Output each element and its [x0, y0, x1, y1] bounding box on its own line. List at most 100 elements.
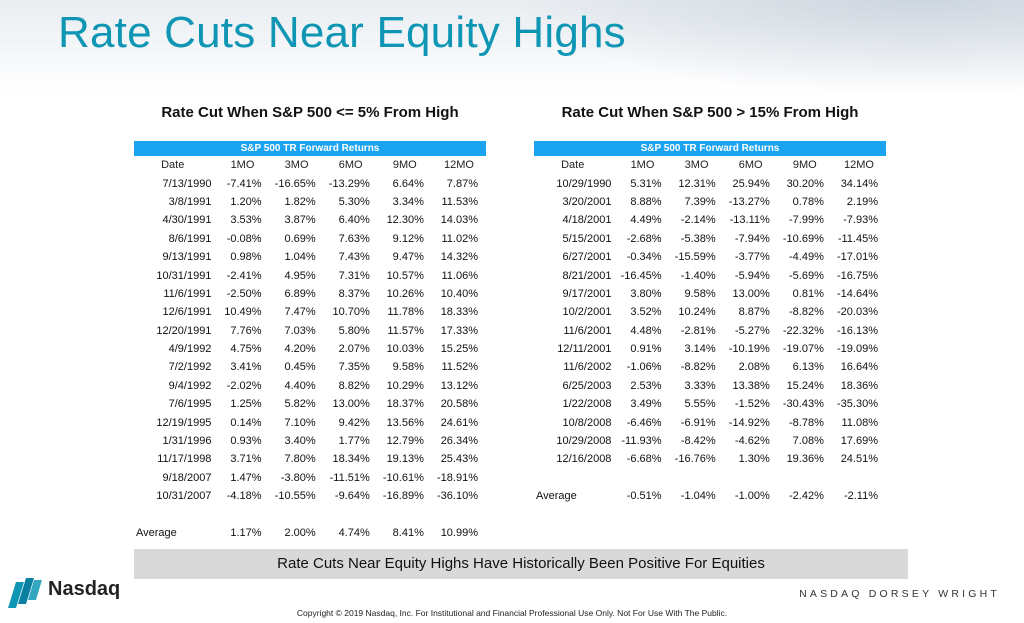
return-cell: 9.58% [392, 361, 424, 374]
date-cell: 10/31/1991 [156, 269, 212, 282]
return-cell: -7.41% [226, 177, 262, 190]
date-cell: 7/2/1992 [168, 361, 212, 374]
return-cell: 13.38% [732, 379, 770, 392]
date-cell: 11/6/1991 [163, 287, 212, 300]
return-cell: 7.39% [684, 195, 716, 208]
date-cell: 1/22/2008 [562, 398, 612, 411]
return-cell: 19.13% [386, 453, 424, 466]
conclusion-banner: Rate Cuts Near Equity Highs Have Histori… [134, 549, 908, 579]
date-cell: 10/2/2001 [562, 306, 612, 319]
return-cell: 0.98% [230, 251, 262, 264]
return-cell: 3.49% [630, 398, 662, 411]
return-cell: 18.37% [386, 398, 424, 411]
nasdaq-logo: Nasdaq [6, 574, 136, 614]
return-cell: -5.27% [734, 324, 770, 337]
average-cell: 2.00% [284, 527, 316, 539]
table-row: 10/29/2008 -11.93% -8.42% -4.62% 7.08% 17.69% [534, 432, 886, 450]
return-cell: 5.82% [284, 398, 316, 411]
average-cell: -2.42% [789, 490, 824, 503]
nasdaq-logo-icon [8, 578, 42, 608]
left-panel-title: Rate Cut When S&P 500 <= 5% From High [161, 104, 459, 121]
return-cell: -10.61% [382, 471, 424, 484]
return-cell: -9.64% [334, 490, 370, 503]
return-cell: -17.01% [837, 251, 878, 264]
return-cell: 2.19% [846, 195, 878, 208]
return-cell: -10.19% [728, 343, 770, 356]
return-cell: 3.52% [630, 306, 662, 319]
return-cell: 14.03% [440, 214, 478, 227]
return-cell: -2.14% [680, 214, 716, 227]
column-header: 1MO [230, 159, 255, 172]
return-cell: 13.00% [332, 398, 370, 411]
return-cell: 10.57% [386, 269, 424, 282]
return-cell: 10.70% [332, 306, 370, 319]
brand-right: NASDAQ DORSEY WRIGHT [799, 588, 1000, 600]
average-label: Average [136, 527, 177, 539]
table-row: 9/13/1991 0.98% 1.04% 7.43% 9.47% 14.32% [134, 248, 486, 266]
table-row: 7/13/1990 -7.41% -16.65% -13.29% 6.64% 7.87% [134, 174, 486, 192]
date-cell: 9/17/2001 [562, 287, 612, 300]
column-header: 12MO [443, 159, 474, 172]
return-cell: 4.49% [630, 214, 662, 227]
date-cell: 9/4/1992 [168, 379, 212, 392]
average-label: Average [536, 490, 577, 503]
return-cell: 8.82% [338, 379, 370, 392]
return-cell: -11.51% [329, 471, 370, 484]
date-cell: 5/15/2001 [562, 232, 612, 245]
table-row: 3/8/1991 1.20% 1.82% 5.30% 3.34% 11.53% [134, 193, 486, 211]
table-row: 8/21/2001 -16.45% -1.40% -5.94% -5.69% -16.75… [534, 266, 886, 284]
return-cell: 1.20% [230, 195, 262, 208]
date-cell: 12/6/1991 [162, 306, 212, 319]
date-cell: 10/29/1990 [556, 177, 612, 190]
return-cell: 24.61% [440, 416, 478, 429]
date-cell: 9/13/1991 [162, 251, 212, 264]
return-cell: 1.82% [284, 195, 316, 208]
return-cell: -6.91% [680, 416, 716, 429]
return-cell: 9.42% [338, 416, 370, 429]
return-cell: 18.36% [840, 379, 878, 392]
table-row: 4/18/2001 4.49% -2.14% -13.11% -7.99% -7.93% [534, 211, 886, 229]
average-cell: 10.99% [440, 527, 478, 539]
return-cell: -3.80% [280, 471, 316, 484]
table-row: 1/31/1996 0.93% 3.40% 1.77% 12.79% 26.34% [134, 432, 486, 450]
return-cell: -2.50% [226, 287, 262, 300]
return-cell: 10.24% [678, 306, 716, 319]
return-cell: 0.93% [230, 435, 262, 448]
return-cell: -30.43% [782, 398, 824, 411]
table-row: 9/18/2007 1.47% -3.80% -11.51% -10.61% -18.91… [134, 469, 486, 487]
return-cell: 12.79% [386, 435, 424, 448]
date-cell: 11/6/2002 [563, 361, 612, 374]
date-cell: 11/17/1998 [157, 453, 212, 466]
return-cell: -16.65% [274, 177, 316, 190]
return-cell: 19.36% [786, 453, 824, 466]
table-row: 10/2/2001 3.52% 10.24% 8.87% -8.82% -20.03% [534, 303, 886, 321]
return-cell: -6.68% [626, 453, 662, 466]
return-cell: 5.30% [338, 195, 370, 208]
return-cell: -10.55% [274, 490, 316, 503]
return-cell: -14.92% [728, 416, 770, 429]
return-cell: 11.57% [387, 324, 424, 337]
table-row: 1/22/2008 3.49% 5.55% -1.52% -30.43% -35.30% [534, 395, 886, 413]
return-cell: -8.78% [789, 416, 824, 429]
return-cell: 7.08% [792, 435, 824, 448]
return-cell: -16.76% [674, 453, 716, 466]
return-cell: -22.32% [782, 324, 824, 337]
return-cell: -2.41% [226, 269, 262, 282]
return-cell: -16.13% [837, 324, 878, 337]
return-cell: 12.30% [386, 214, 424, 227]
return-cell: 18.33% [440, 306, 478, 319]
return-cell: 26.34% [440, 435, 478, 448]
return-cell: -6.46% [626, 416, 662, 429]
table-header-row: Date 1MO 3MO 6MO 9MO 12MO [534, 156, 886, 174]
return-cell: -2.02% [226, 379, 262, 392]
return-cell: 3.71% [230, 453, 262, 466]
header-decoration [504, 0, 1024, 95]
return-cell: 11.52% [441, 361, 479, 374]
return-cell: 18.34% [332, 453, 370, 466]
return-cell: 2.08% [738, 361, 770, 374]
return-cell: 17.69% [840, 435, 878, 448]
return-cell: -1.06% [626, 361, 662, 374]
return-cell: -14.64% [837, 287, 878, 300]
return-cell: 3.40% [284, 435, 316, 448]
return-cell: -7.93% [843, 214, 878, 227]
